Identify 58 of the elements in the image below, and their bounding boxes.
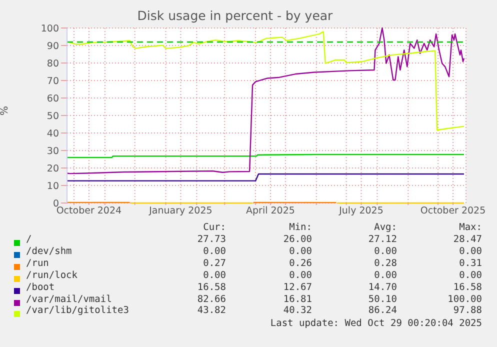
text: Last update: Wed Oct 29 00:20:04 2025 (269, 318, 482, 329)
text: 12.67 (282, 282, 312, 293)
chart-title: Disk usage in percent - by year (136, 8, 334, 23)
text: 26.00 (282, 234, 312, 245)
legend-label: /boot (26, 282, 55, 293)
y-tick-label: 20 (46, 163, 59, 174)
legend-label: / (26, 234, 32, 245)
text: 0.00 (373, 246, 397, 257)
legend-label: /var/lib/gitolite3 (26, 305, 129, 316)
legend-label: /run (26, 258, 49, 269)
text: 0.27 (202, 258, 226, 269)
x-tick-label: July 2025 (338, 206, 384, 217)
y-tick-label: 80 (46, 58, 59, 70)
text: 0.28 (373, 258, 397, 269)
text: 86.24 (367, 305, 397, 316)
legend-label: /var/mail/vmail (26, 294, 112, 304)
y-tick-label: 10 (46, 180, 59, 192)
text: 0.00 (288, 270, 312, 281)
text: Cur: (202, 222, 226, 233)
y-tick-label: 30 (46, 146, 59, 157)
legend-label: /run/lock (26, 270, 78, 281)
y-tick-label: 50 (46, 110, 59, 122)
text: 28.47 (452, 234, 482, 245)
text: 0.00 (202, 270, 226, 281)
text: 82.66 (196, 294, 226, 304)
x-tick-label: January 2025 (148, 206, 212, 217)
line-series (67, 31, 465, 131)
text: 40.32 (282, 305, 312, 316)
text: 0.00 (373, 270, 397, 281)
x-tick-label: October 2024 (56, 206, 122, 217)
legend-label: /dev/shm (26, 246, 72, 257)
text: 14.70 (367, 282, 397, 293)
y-tick-label: 90 (46, 40, 59, 52)
text: Avg: (373, 222, 397, 233)
y-tick-label: 60 (46, 93, 59, 104)
text: Min: (288, 222, 312, 233)
x-tick-label: October 2025 (420, 206, 486, 217)
text: 16.81 (282, 294, 312, 304)
y-tick-label: 40 (46, 128, 59, 140)
text: 97.88 (452, 305, 482, 316)
text: 0.00 (458, 270, 482, 281)
y-tick-label: 100 (40, 23, 59, 34)
text: 16.58 (196, 282, 226, 293)
text: 0.00 (458, 246, 482, 257)
y-tick-label: 70 (46, 76, 59, 87)
text: 0.00 (202, 246, 226, 257)
text: 27.73 (196, 234, 226, 245)
text: 0.00 (288, 246, 312, 257)
text: Max: (458, 222, 482, 233)
text: 0.31 (458, 258, 482, 269)
x-tick-label: April 2025 (246, 206, 295, 217)
text: 0.26 (288, 258, 312, 269)
text: 43.82 (196, 305, 226, 316)
text: 16.58 (452, 282, 482, 293)
text: 50.10 (367, 294, 397, 304)
y-axis-title: % (0, 106, 11, 116)
text: 27.12 (367, 234, 397, 245)
text: 100.00 (446, 294, 482, 304)
